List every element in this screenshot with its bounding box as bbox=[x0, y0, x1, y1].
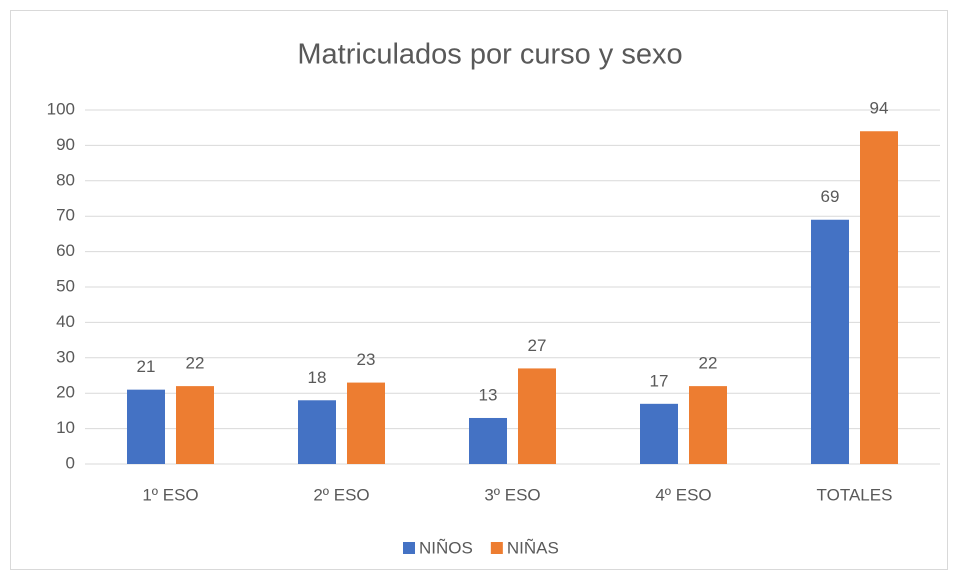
y-tick-label: 90 bbox=[56, 135, 75, 154]
y-tick-label: 30 bbox=[56, 347, 75, 366]
bar bbox=[860, 131, 898, 465]
x-tick-label: TOTALES bbox=[817, 485, 893, 504]
y-tick-label: 50 bbox=[56, 276, 75, 295]
bar bbox=[640, 403, 678, 464]
y-tick-label: 10 bbox=[56, 418, 75, 437]
legend-swatch bbox=[403, 542, 415, 554]
chart-title: Matriculados por curso y sexo bbox=[297, 39, 682, 71]
data-label: 13 bbox=[479, 385, 498, 404]
data-label: 21 bbox=[137, 357, 156, 376]
y-tick-label: 20 bbox=[56, 383, 75, 402]
data-label: 23 bbox=[357, 350, 376, 369]
bar bbox=[127, 389, 165, 464]
data-label: 69 bbox=[821, 187, 840, 206]
legend-label: NIÑAS bbox=[507, 538, 559, 557]
data-label: 22 bbox=[699, 354, 718, 373]
bar bbox=[347, 382, 385, 464]
data-label: 94 bbox=[870, 99, 889, 118]
y-tick-label: 70 bbox=[56, 206, 75, 225]
y-tick-label: 100 bbox=[47, 99, 75, 118]
bar bbox=[689, 386, 727, 464]
x-tick-label: 4º ESO bbox=[655, 485, 711, 504]
y-tick-label: 60 bbox=[56, 241, 75, 260]
x-tick-label: 1º ESO bbox=[142, 485, 198, 504]
data-label: 22 bbox=[186, 354, 205, 373]
x-tick-label: 2º ESO bbox=[313, 485, 369, 504]
bar bbox=[298, 400, 336, 464]
legend-swatch bbox=[490, 542, 503, 554]
data-label: 17 bbox=[650, 371, 669, 390]
y-tick-label: 80 bbox=[56, 170, 75, 189]
x-tick-label: 3º ESO bbox=[484, 485, 540, 504]
chart-border bbox=[10, 10, 948, 570]
bar bbox=[176, 386, 214, 464]
data-label: 27 bbox=[528, 336, 547, 355]
legend-label: NIÑOS bbox=[419, 538, 473, 557]
data-label: 18 bbox=[308, 368, 327, 387]
y-tick-label: 40 bbox=[56, 312, 75, 331]
bar bbox=[469, 417, 507, 464]
bar bbox=[518, 368, 556, 464]
y-tick-label: 0 bbox=[66, 453, 75, 472]
bar bbox=[811, 219, 849, 464]
